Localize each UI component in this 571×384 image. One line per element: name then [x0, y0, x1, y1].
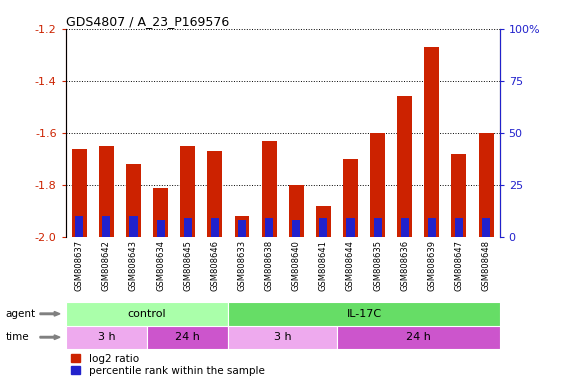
Bar	[72, 149, 87, 237]
Bar	[238, 220, 246, 237]
Text: GSM808647: GSM808647	[455, 240, 464, 291]
Text: GSM808645: GSM808645	[183, 240, 192, 291]
Text: 24 h: 24 h	[406, 332, 431, 342]
Text: IL-17C: IL-17C	[347, 309, 381, 319]
Bar	[262, 141, 276, 237]
Text: GSM808637: GSM808637	[75, 240, 84, 291]
Text: GDS4807 / A_23_P169576: GDS4807 / A_23_P169576	[66, 15, 229, 28]
Bar	[370, 133, 385, 237]
Bar	[75, 216, 83, 237]
Text: agent: agent	[6, 309, 36, 319]
Bar	[292, 220, 300, 237]
Text: GSM808643: GSM808643	[129, 240, 138, 291]
Text: GSM808644: GSM808644	[346, 240, 355, 291]
Text: GSM808639: GSM808639	[427, 240, 436, 291]
Bar	[211, 218, 219, 237]
Bar	[66, 302, 228, 326]
Bar	[180, 146, 195, 237]
Text: GSM808642: GSM808642	[102, 240, 111, 291]
Bar	[482, 218, 490, 237]
Text: control: control	[128, 309, 166, 319]
Bar	[347, 218, 355, 237]
Bar	[102, 216, 110, 237]
Bar	[401, 218, 409, 237]
Text: GSM808634: GSM808634	[156, 240, 165, 291]
Bar	[156, 220, 164, 237]
Text: 3 h: 3 h	[98, 332, 115, 342]
Bar	[99, 146, 114, 237]
Text: GSM808646: GSM808646	[210, 240, 219, 291]
Bar	[337, 326, 500, 349]
Bar	[289, 185, 304, 237]
Bar	[319, 218, 327, 237]
Text: 24 h: 24 h	[175, 332, 200, 342]
Bar	[184, 218, 192, 237]
Bar	[228, 326, 337, 349]
Legend: log2 ratio, percentile rank within the sample: log2 ratio, percentile rank within the s…	[71, 354, 264, 376]
Text: time: time	[6, 332, 29, 342]
Bar	[147, 326, 228, 349]
Text: GSM808638: GSM808638	[264, 240, 274, 291]
Bar	[452, 154, 467, 237]
Bar	[265, 218, 273, 237]
Text: 3 h: 3 h	[274, 332, 291, 342]
Text: GSM808641: GSM808641	[319, 240, 328, 291]
Bar	[428, 218, 436, 237]
Bar	[397, 96, 412, 237]
Bar	[207, 151, 222, 237]
Bar	[373, 218, 381, 237]
Bar	[153, 187, 168, 237]
Bar	[66, 326, 147, 349]
Bar	[130, 216, 138, 237]
Bar	[343, 159, 358, 237]
Text: GSM808648: GSM808648	[481, 240, 490, 291]
Bar	[478, 133, 493, 237]
Bar	[316, 206, 331, 237]
Text: GSM808633: GSM808633	[238, 240, 247, 291]
Bar	[126, 164, 141, 237]
Bar	[424, 47, 439, 237]
Text: GSM808640: GSM808640	[292, 240, 301, 291]
Bar	[235, 216, 250, 237]
Text: GSM808635: GSM808635	[373, 240, 382, 291]
Bar	[228, 302, 500, 326]
Text: GSM808636: GSM808636	[400, 240, 409, 291]
Bar	[455, 218, 463, 237]
